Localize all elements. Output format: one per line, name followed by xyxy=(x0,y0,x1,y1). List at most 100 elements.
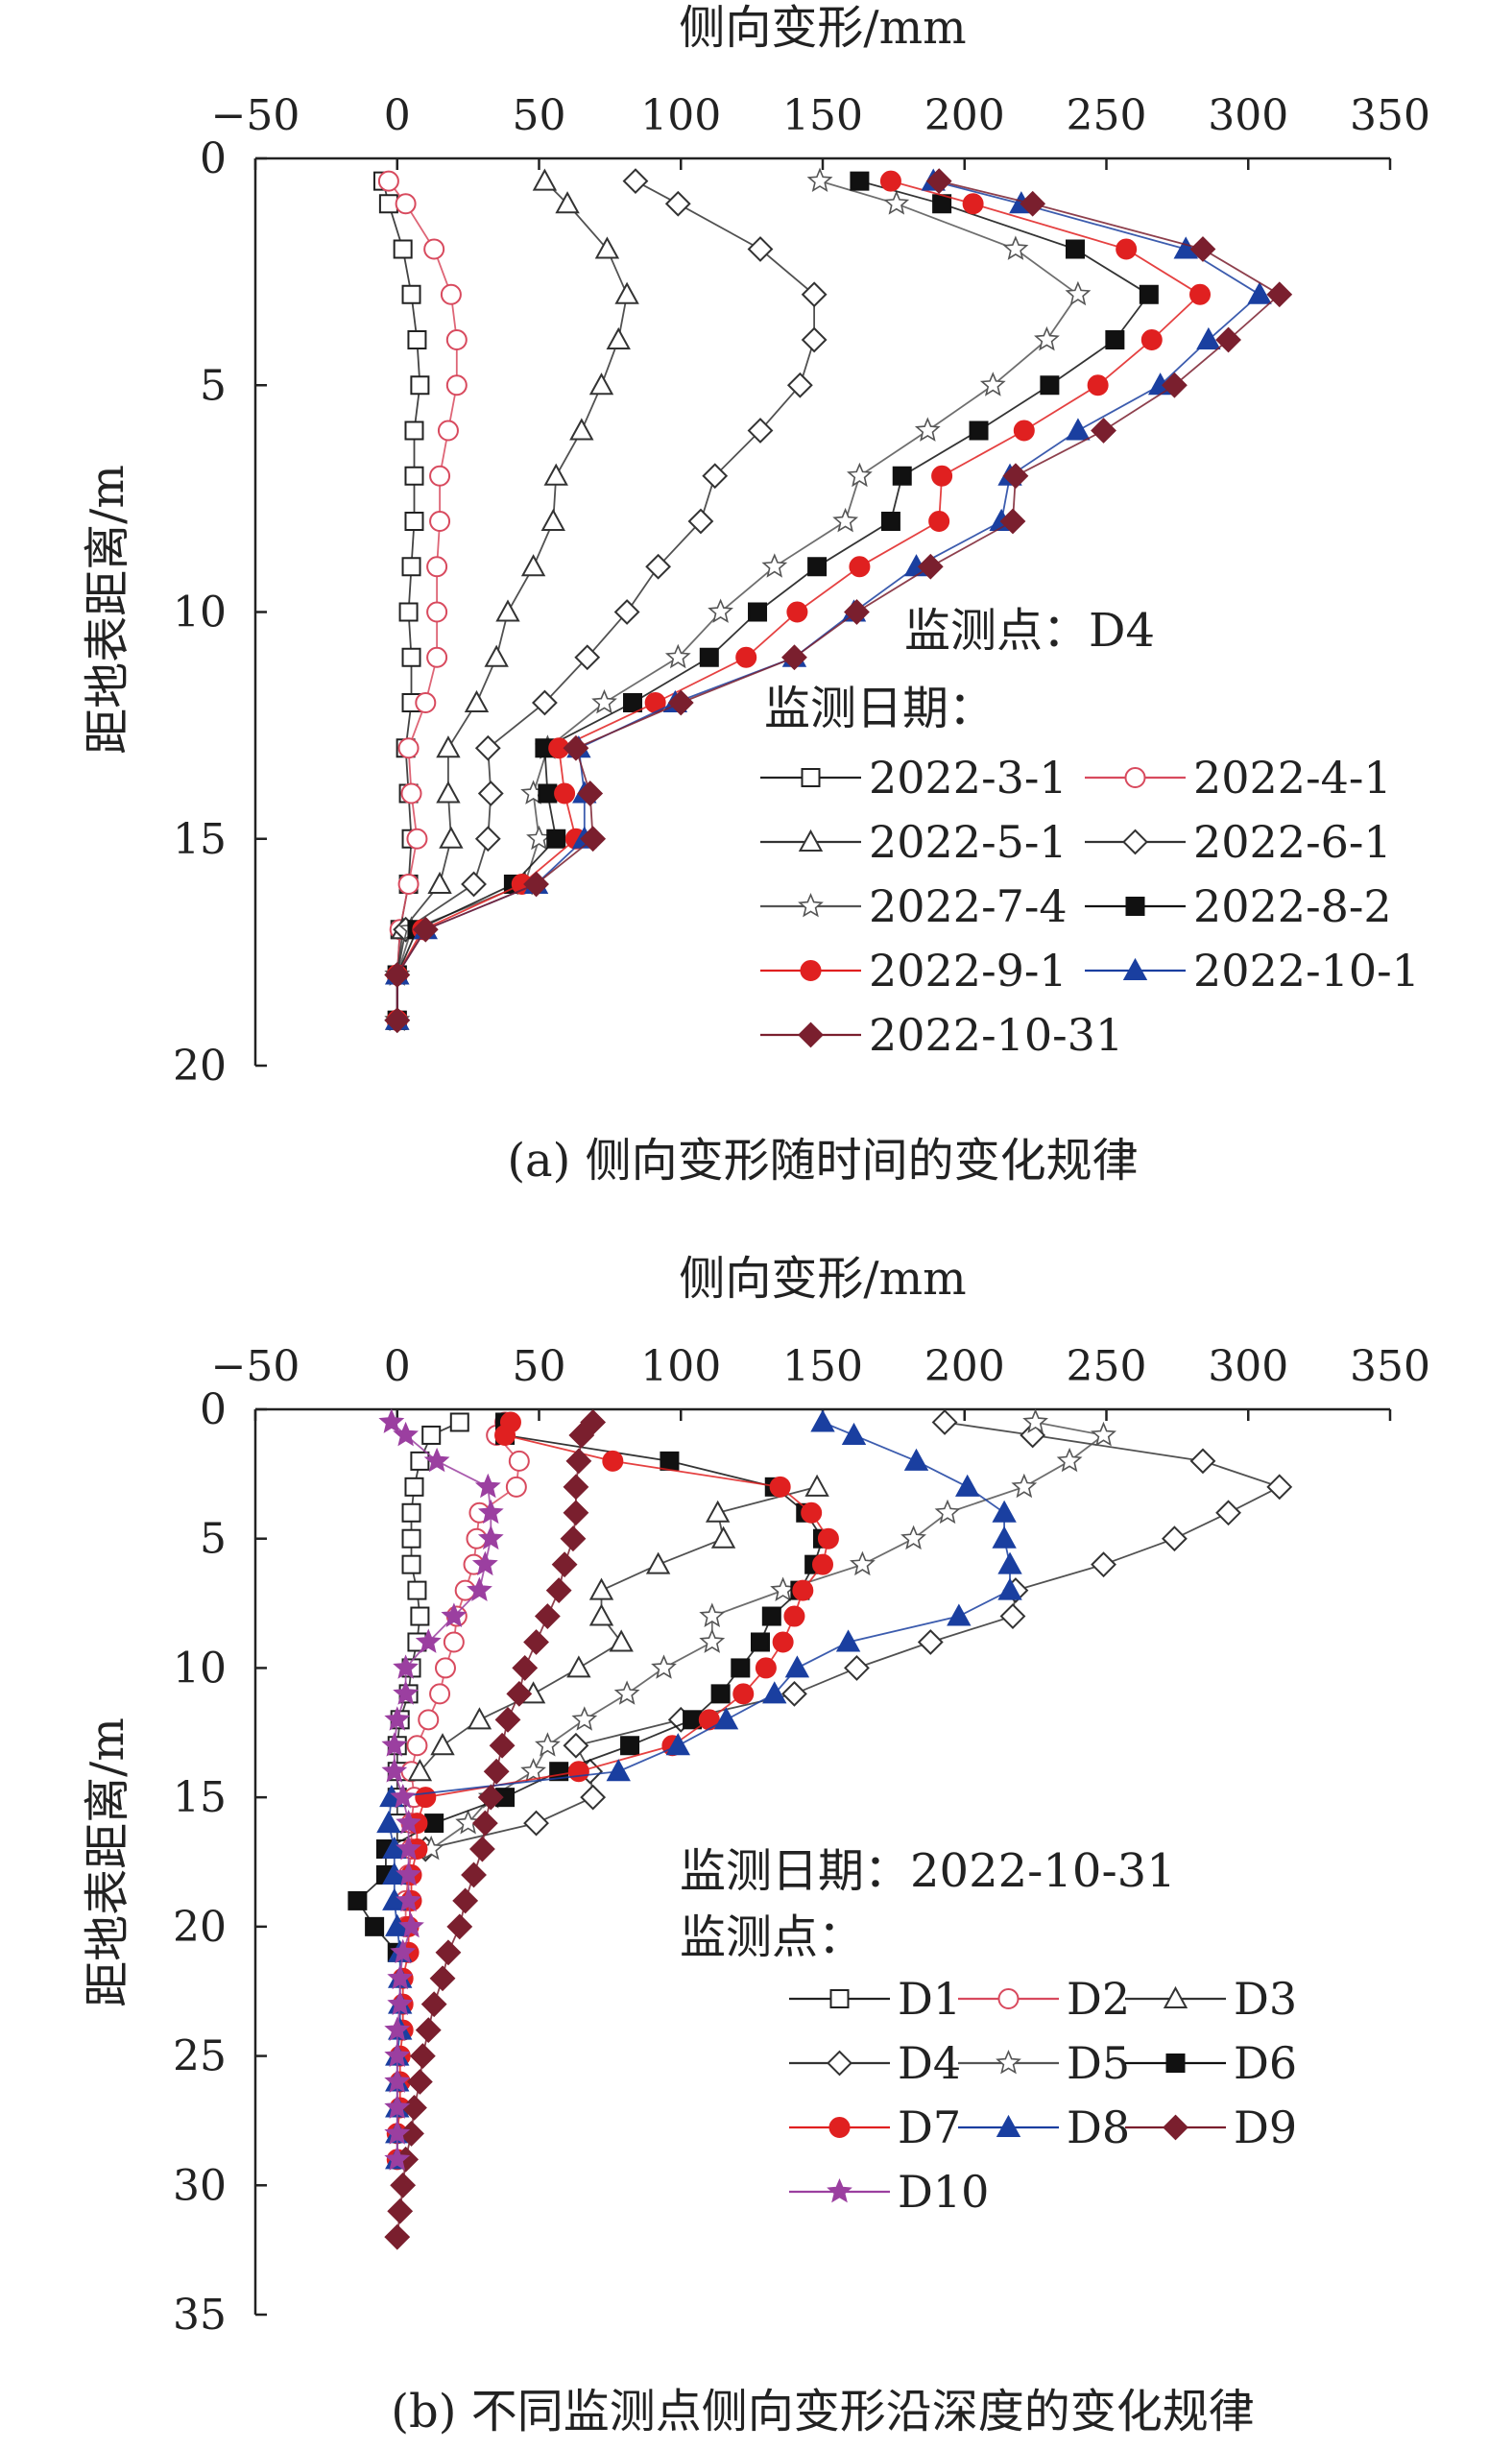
data-point xyxy=(421,1425,442,1445)
data-point xyxy=(623,693,643,712)
legend-label: D2 xyxy=(1067,1973,1130,2025)
series-D4 xyxy=(412,1409,1293,1862)
x-tick-label: 0 xyxy=(384,1342,411,1391)
legend-item: D6 xyxy=(1125,2037,1297,2089)
data-point xyxy=(1266,281,1293,308)
x-tick-label: 300 xyxy=(1208,1342,1288,1391)
data-point xyxy=(801,326,828,353)
data-point xyxy=(396,1861,421,1886)
data-point xyxy=(384,2094,411,2119)
data-point xyxy=(393,1654,419,1679)
legend-item: 2022-4-1 xyxy=(1085,752,1392,804)
panel-a-xlabel: 侧向变形/mm xyxy=(679,1,966,55)
data-point xyxy=(1162,1525,1188,1552)
data-point xyxy=(588,1577,614,1600)
data-point xyxy=(439,826,464,849)
data-point xyxy=(609,1629,634,1652)
data-point xyxy=(563,1500,589,1526)
data-point xyxy=(538,783,558,804)
data-point xyxy=(404,420,424,441)
data-point xyxy=(1040,375,1060,396)
data-point xyxy=(710,1684,731,1704)
data-point xyxy=(545,1577,572,1604)
data-point xyxy=(440,283,462,305)
data-point xyxy=(384,2016,411,2041)
legend-marker xyxy=(800,960,822,981)
x-tick-label: 300 xyxy=(1208,91,1288,140)
data-point xyxy=(535,1732,561,1757)
data-point xyxy=(761,553,788,578)
data-point xyxy=(418,1709,440,1731)
data-point xyxy=(477,1499,504,1525)
data-point xyxy=(449,1412,469,1432)
data-point xyxy=(614,281,639,304)
data-point xyxy=(1011,1473,1038,1499)
data-point xyxy=(914,417,941,442)
legend-marker xyxy=(827,2050,852,2077)
data-point xyxy=(1066,418,1091,441)
data-point xyxy=(489,1732,516,1759)
data-point xyxy=(699,1602,726,1628)
x-tick-label: 100 xyxy=(640,91,721,140)
data-point xyxy=(748,602,768,622)
data-point xyxy=(683,1710,703,1730)
y-tick-label: 0 xyxy=(200,1385,227,1434)
data-point xyxy=(384,1007,411,1034)
data-point xyxy=(426,601,448,623)
data-point xyxy=(384,2223,411,2250)
data-point xyxy=(747,418,774,444)
data-point xyxy=(471,1550,498,1576)
data-point xyxy=(430,1733,455,1756)
data-point xyxy=(384,2146,411,2171)
legend-marker xyxy=(1122,829,1148,855)
series-line xyxy=(356,1422,824,1954)
data-point xyxy=(574,644,601,671)
data-point xyxy=(467,1707,492,1730)
data-point xyxy=(620,1736,640,1756)
data-point xyxy=(1189,283,1212,305)
data-point xyxy=(410,1606,430,1626)
panel-a-ylabel: 距地表距离/m xyxy=(81,465,134,755)
panel-b-caption: (b) 不同监测点侧向变形沿深度的变化规律 xyxy=(391,2385,1254,2438)
y-tick-label: 15 xyxy=(173,1773,227,1822)
x-tick-label: 350 xyxy=(1350,91,1430,140)
legend-marker xyxy=(996,2114,1021,2137)
legend-item: D8 xyxy=(958,2102,1130,2153)
data-point xyxy=(1013,420,1035,442)
legend-label: D10 xyxy=(898,2166,989,2218)
legend: D1 D2 D3 D4 D5 D6 D7 D8 D9 D10 xyxy=(789,1973,1297,2218)
data-point xyxy=(474,1473,501,1499)
data-point xyxy=(554,782,576,805)
legend-marker xyxy=(1163,2114,1188,2141)
data-point xyxy=(426,556,448,578)
data-point xyxy=(1140,329,1163,350)
data-point xyxy=(702,463,729,490)
legend-item: D3 xyxy=(1125,1973,1297,2025)
data-point xyxy=(645,553,672,580)
data-point xyxy=(384,2068,411,2093)
data-point xyxy=(1196,326,1221,349)
data-point xyxy=(997,1577,1022,1600)
data-point xyxy=(769,1476,791,1498)
y-tick-label: 30 xyxy=(173,2161,227,2210)
data-point xyxy=(713,1707,739,1730)
data-point xyxy=(588,1603,614,1626)
data-point xyxy=(806,167,833,192)
data-point xyxy=(931,1409,958,1435)
data-point xyxy=(384,2120,411,2145)
legend-item: D4 xyxy=(789,2037,961,2089)
data-point xyxy=(925,168,952,195)
data-point xyxy=(404,512,424,531)
legend-item: 2022-9-1 xyxy=(760,945,1068,997)
data-point xyxy=(731,1658,751,1678)
data-point xyxy=(947,1603,972,1626)
data-point xyxy=(1162,372,1188,398)
data-point xyxy=(523,871,549,898)
data-point xyxy=(571,1706,598,1731)
data-point xyxy=(551,1551,578,1578)
data-point xyxy=(850,171,870,191)
data-point xyxy=(494,1424,516,1446)
series-D9 xyxy=(384,1409,607,2250)
data-point xyxy=(390,2172,417,2198)
